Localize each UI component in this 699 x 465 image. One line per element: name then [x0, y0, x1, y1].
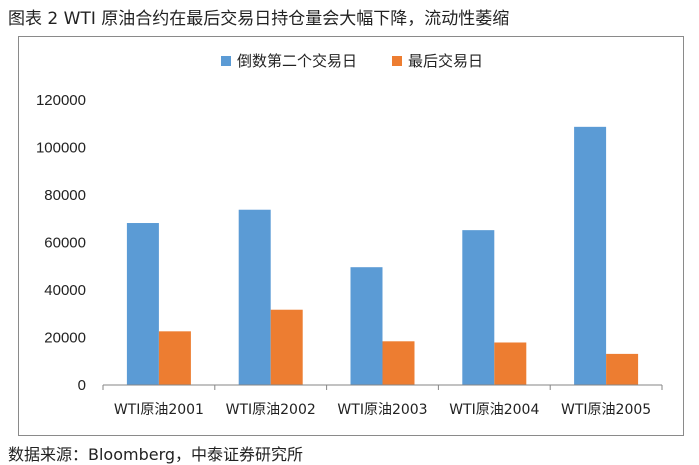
bar-series-2-1: [158, 331, 191, 385]
bar-series-1-4: [462, 230, 495, 385]
bar-series-2-5: [606, 353, 639, 385]
y-tick-label: 40000: [44, 282, 86, 299]
legend-swatch-series-1: [221, 56, 231, 66]
bar-series-1-5: [574, 126, 607, 386]
legend-label-series-1: 倒数第二个交易日: [237, 52, 357, 70]
legend: 倒数第二个交易日 最后交易日: [221, 52, 483, 70]
y-tick-label: 60000: [44, 235, 86, 252]
x-category-label: WTI原油2001: [114, 402, 204, 418]
x-category-label: WTI原油2003: [337, 402, 427, 418]
y-tick-label: 20000: [44, 330, 86, 347]
x-category-label: WTI原油2004: [449, 402, 539, 418]
bar-series-2-2: [270, 309, 303, 385]
legend-label-series-2: 最后交易日: [408, 52, 483, 70]
bar-series-1-1: [126, 223, 159, 385]
bars: [126, 126, 639, 386]
y-tick-label: 100000: [36, 140, 86, 157]
bar-series-1-3: [350, 267, 383, 385]
y-tick-label: 0: [78, 377, 86, 394]
x-category-label: WTI原油2005: [561, 402, 651, 418]
x-axis: WTI原油2001 WTI原油2002 WTI原油2003 WTI原油2004 WTI原…: [102, 384, 663, 418]
figure-source: 数据来源：Bloomberg，中泰证券研究所: [8, 445, 304, 464]
bar-series-2-4: [494, 342, 527, 385]
bar-series-1-2: [238, 209, 271, 385]
y-axis: 0 20000 40000 60000 80000 100000 120000: [36, 92, 86, 394]
y-tick-label: 80000: [44, 187, 86, 204]
legend-swatch-series-2: [392, 56, 402, 66]
figure-title: 图表 2 WTI 原油合约在最后交易日持仓量会大幅下降，流动性萎缩: [8, 9, 510, 29]
y-tick-label: 120000: [36, 92, 86, 109]
x-category-label: WTI原油2002: [226, 402, 316, 418]
bar-series-2-3: [382, 341, 415, 385]
